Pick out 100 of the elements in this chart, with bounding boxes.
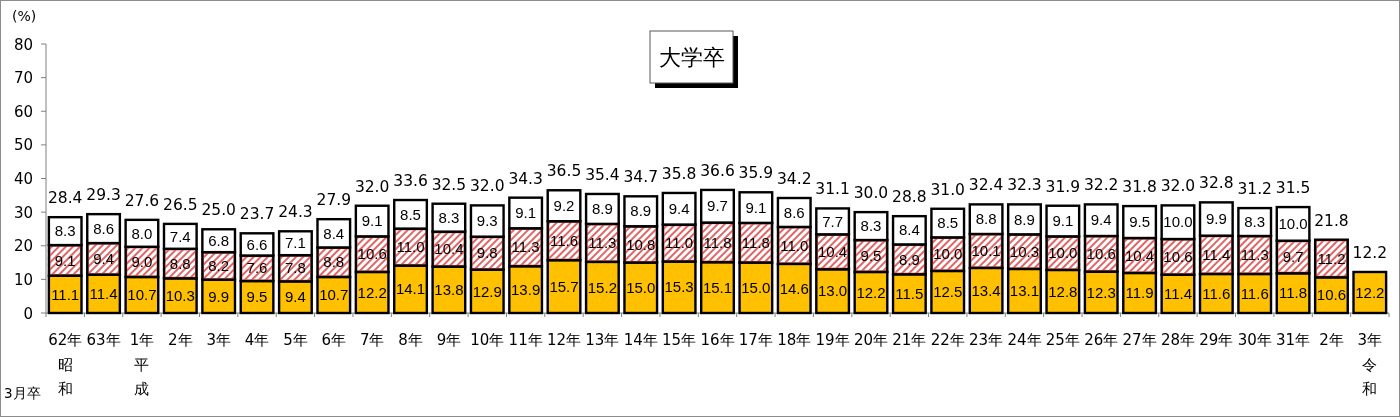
data-label: 9.0 [131, 253, 153, 271]
data-label: 11.4 [89, 285, 118, 303]
total-label: 27.9 [316, 191, 352, 210]
total-label: 25.0 [201, 201, 236, 220]
total-label: 28.4 [47, 189, 83, 208]
category-label: 29年 [1199, 331, 1234, 349]
data-label: 9.1 [515, 204, 537, 222]
category-label: 14年 [623, 331, 658, 349]
data-label: 9.1 [54, 251, 76, 269]
data-label: 8.9 [630, 202, 652, 220]
category-label: 13年 [585, 331, 620, 349]
data-label: 9.5 [860, 247, 882, 265]
data-label: 9.7 [1282, 248, 1304, 266]
data-label: 13.4 [971, 281, 1001, 299]
data-label: 11.3 [588, 234, 617, 252]
category-label: 24年 [1007, 331, 1042, 349]
category-label: 3年令和 [1357, 331, 1383, 398]
data-label: 10.0 [933, 245, 963, 263]
data-label: 12.9 [472, 282, 502, 300]
data-label: 8.6 [93, 219, 114, 237]
data-label: 9.9 [208, 287, 230, 305]
data-label: 13.1 [1009, 282, 1040, 300]
data-label: 8.0 [131, 224, 153, 242]
data-label: 9.1 [1052, 212, 1074, 230]
data-label: 14.6 [779, 279, 809, 297]
category-label: 20年 [853, 331, 889, 349]
data-label: 8.4 [323, 224, 345, 242]
data-label: 11.2 [1317, 249, 1346, 267]
data-label: 8.5 [400, 205, 421, 223]
total-label: 32.0 [470, 177, 505, 196]
data-label: 8.3 [54, 222, 76, 240]
data-label: 9.1 [745, 198, 767, 216]
category-label: 18年 [777, 331, 812, 349]
data-label: 10.1 [971, 242, 1001, 260]
total-label: 31.9 [1045, 177, 1081, 196]
data-label: 8.8 [323, 253, 345, 271]
total-label: 35.4 [585, 165, 620, 184]
data-label: 10.6 [1316, 286, 1347, 304]
y-tick-label: 80 [13, 35, 33, 54]
data-label: 8.3 [860, 217, 882, 235]
data-label: 12.2 [856, 283, 886, 301]
data-label: 8.9 [1014, 210, 1035, 228]
total-label: 24.3 [278, 203, 313, 222]
category-label: 5年 [283, 331, 308, 349]
category-label: 27年 [1122, 331, 1157, 349]
total-label: 34.7 [623, 168, 658, 187]
total-label: 21.8 [1314, 211, 1349, 230]
total-label: 35.9 [738, 164, 774, 183]
total-label: 32.2 [1083, 176, 1119, 195]
data-label: 11.1 [51, 285, 80, 303]
category-label: 11年 [508, 331, 543, 349]
data-label: 7.1 [285, 234, 306, 252]
category-label: 6年 [321, 331, 347, 349]
data-label: 15.1 [702, 278, 733, 296]
data-label: 9.2 [553, 196, 575, 214]
total-label: 12.2 [1352, 244, 1388, 262]
category-label: 25年 [1045, 331, 1080, 349]
data-label: 10.0 [1163, 213, 1193, 231]
y-tick-label: 20 [13, 237, 33, 256]
category-label: 16年 [700, 331, 735, 349]
category-label: 1年平成 [129, 331, 155, 398]
category-label: 3年 [206, 331, 231, 349]
data-label: 11.0 [780, 236, 809, 254]
data-label: 8.9 [591, 200, 613, 218]
total-label: 34.3 [508, 169, 543, 188]
data-label: 12.2 [1355, 283, 1385, 301]
category-label: 22年 [930, 331, 965, 349]
data-label: 9.4 [668, 199, 690, 217]
total-label: 32.5 [431, 175, 467, 194]
data-label: 8.9 [898, 250, 920, 268]
data-label: 12.5 [933, 283, 963, 301]
category-label: 2年 [168, 331, 193, 349]
data-label: 9.3 [476, 212, 498, 230]
data-label: 11.8 [1279, 284, 1308, 302]
data-label: 11.3 [1240, 246, 1269, 264]
total-label: 32.3 [1007, 176, 1042, 195]
data-label: 10.7 [319, 286, 349, 304]
y-tick-label: 10 [13, 270, 33, 289]
total-label: 28.8 [892, 188, 927, 207]
category-label: 7年 [359, 331, 385, 349]
total-label: 30.0 [853, 184, 889, 203]
data-label: 7.8 [285, 259, 306, 277]
data-label: 8.5 [937, 214, 959, 232]
data-label: 10.6 [1086, 245, 1116, 262]
data-label: 11.9 [1125, 284, 1154, 302]
data-label: 9.9 [1205, 210, 1227, 228]
data-label: 12.2 [357, 283, 387, 301]
total-label: 32.0 [354, 177, 390, 196]
xlabel: 3月卒 [4, 385, 41, 401]
total-label: 29.3 [86, 186, 121, 205]
data-label: 11.6 [549, 231, 579, 249]
total-label: 35.8 [661, 164, 697, 183]
total-label: 34.2 [777, 170, 812, 188]
data-label: 10.4 [434, 240, 464, 258]
data-label: 10.4 [818, 243, 848, 260]
total-label: 31.1 [815, 180, 850, 199]
category-label: 19年 [815, 331, 850, 349]
data-label: 9.4 [1090, 211, 1112, 229]
total-label: 32.8 [1199, 174, 1234, 193]
data-label: 13.0 [818, 282, 848, 300]
